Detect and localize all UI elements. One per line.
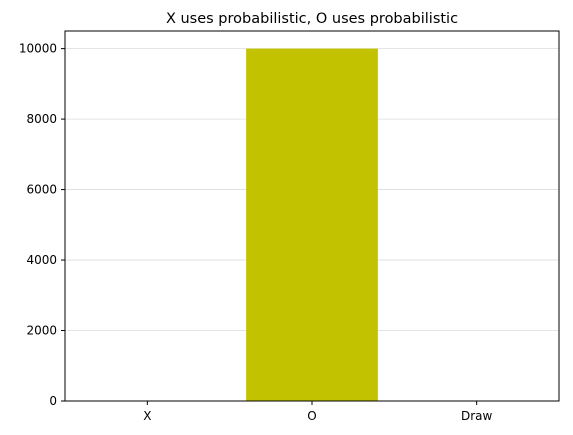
chart-title: X uses probabilistic, O uses probabilist… [166, 11, 458, 27]
y-tick-label: 0 [49, 394, 57, 408]
x-tick-label: Draw [461, 409, 493, 423]
x-axis: X O Draw [143, 401, 493, 423]
bars [246, 48, 378, 401]
y-axis: 0 2000 4000 6000 8000 10000 [19, 42, 65, 408]
y-tick-label: 4000 [26, 253, 57, 267]
y-tick-label: 2000 [26, 324, 57, 338]
x-tick-label: X [143, 409, 151, 423]
y-tick-label: 10000 [19, 42, 57, 56]
x-tick-label: O [307, 409, 316, 423]
y-tick-label: 6000 [26, 183, 57, 197]
y-tick-label: 8000 [26, 112, 57, 126]
bar-o [246, 48, 378, 401]
